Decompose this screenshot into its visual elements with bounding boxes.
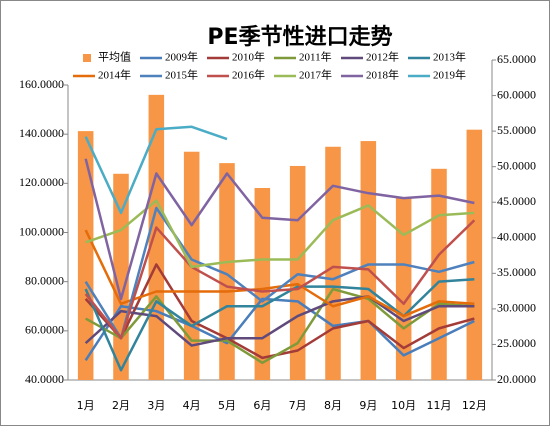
legend-label: 2010年 [232,50,265,64]
x-tick-label: 3月 [147,399,165,412]
legend-label: 2018年 [366,68,399,82]
line [85,287,475,365]
x-tick-label: 2月 [112,399,130,412]
y2-tick-label: 65.0000 [497,52,536,66]
x-tick-label: 8月 [324,399,342,412]
legend-swatch [83,54,91,62]
y2-tick-label: 55.0000 [497,123,536,137]
bar [325,146,341,380]
bar [431,168,447,380]
x-tick-label: 12月 [462,399,487,412]
x-tick-label: 6月 [253,399,271,412]
bar [254,188,271,380]
y2-tick-label: 45.0000 [497,194,536,208]
y-tick-label: 100.0000 [19,224,64,238]
bar [77,131,94,380]
line [84,277,475,372]
y-tick-label: 80.0000 [25,273,64,287]
x-tick-label: 5月 [218,399,236,412]
legend-label: 2009年 [165,50,198,64]
y2-tick-label: 25.0000 [497,336,536,350]
y2-tick-label: 20.0000 [497,372,536,386]
line [84,125,228,215]
legend-label: 2011年 [299,50,332,64]
bar [395,197,412,380]
y2-tick-label: 35.0000 [497,265,536,279]
line [84,206,475,340]
y-tick-label: 140.0000 [19,126,64,140]
legend-label: 2013年 [433,50,466,64]
line [84,158,475,301]
y2-tick-label: 40.0000 [497,230,536,244]
legend-label: 2015年 [165,68,198,82]
line [84,219,476,340]
x-tick-label: 1月 [77,399,95,412]
bar [219,163,235,380]
y-tick-label: 160.0000 [19,77,64,91]
legend-label: 2014年 [98,68,131,82]
legend-label: 2019年 [433,68,466,82]
bar [360,141,377,380]
y-tick-label: 40.0000 [25,372,64,386]
chart-title: PE季节性进口走势 [207,24,392,50]
bar [148,94,165,380]
x-tick-label: 4月 [183,399,201,412]
line [85,199,475,269]
x-tick-label: 11月 [427,399,452,412]
legend-label: 2017年 [299,68,332,82]
legend-label: 2012年 [366,50,399,64]
y-tick-label: 120.0000 [19,175,64,189]
legend-label: 平均值 [98,51,131,64]
x-tick-label: 7月 [289,399,307,412]
x-tick-label: 9月 [359,399,377,412]
bar [466,129,483,380]
legend-label: 2016年 [232,68,265,82]
y2-tick-label: 50.0000 [497,158,536,172]
y-tick-label: 60.0000 [25,323,64,337]
y2-tick-label: 60.0000 [497,87,536,101]
x-tick-label: 10月 [391,399,416,412]
y2-tick-label: 30.0000 [497,301,536,315]
